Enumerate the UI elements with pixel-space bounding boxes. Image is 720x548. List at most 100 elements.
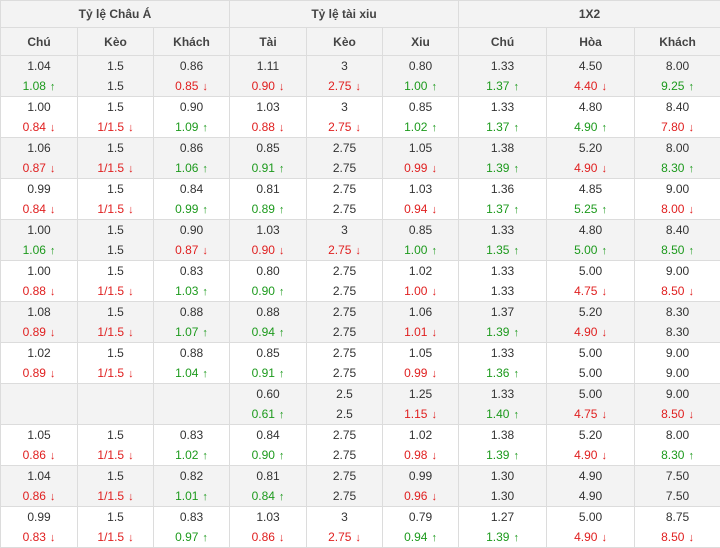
current-odds-value: 8.00 — [661, 202, 684, 216]
current-odds-value: 0.90 — [252, 243, 275, 257]
current-odds-value: 1/1.5 — [97, 366, 124, 380]
arrow-up-icon: ↑ — [50, 81, 56, 93]
opening-odds: 1.03 — [230, 507, 306, 527]
arrow-down-icon: ↓ — [688, 409, 694, 421]
current-odds: 0.99↓ — [383, 158, 458, 178]
opening-odds: 5.00 — [547, 384, 634, 404]
arrow-up-icon: ↑ — [202, 122, 208, 134]
current-odds: 0.84↑ — [230, 486, 306, 506]
arrow-up-icon: ↑ — [279, 286, 285, 298]
opening-odds: 2.75 — [307, 179, 382, 199]
current-odds: 1.37↑ — [459, 199, 546, 219]
opening-odds: 8.30 — [635, 302, 720, 322]
opening-odds: 1.06 — [383, 302, 458, 322]
current-odds: 0.85↓ — [154, 76, 229, 96]
arrow-up-icon: ↑ — [202, 532, 208, 544]
current-odds: 0.86↓ — [1, 445, 77, 465]
current-odds: 1/1.5↓ — [78, 158, 153, 178]
current-odds: 0.99↑ — [154, 199, 229, 219]
arrow-up-icon: ↑ — [202, 491, 208, 503]
current-odds-value: 4.90 — [574, 530, 597, 544]
arrow-up-icon: ↑ — [513, 204, 519, 216]
opening-odds: 1.02 — [1, 343, 77, 363]
current-odds-value: 1.03 — [175, 284, 198, 298]
arrow-down-icon: ↓ — [601, 409, 607, 421]
arrow-up-icon: ↑ — [688, 81, 694, 93]
column-header-under: Xiu — [383, 28, 459, 56]
current-odds: 0.88↓ — [1, 281, 77, 301]
opening-odds: 1.03 — [230, 220, 306, 240]
arrow-down-icon: ↓ — [688, 532, 694, 544]
current-odds-value: 1.00 — [404, 79, 427, 93]
arrow-down-icon: ↓ — [50, 327, 56, 339]
current-odds-value: 4.90 — [579, 489, 602, 503]
current-odds-value: 4.75 — [574, 284, 597, 298]
current-odds: 2.5 — [307, 404, 382, 424]
column-header-home: Chú — [1, 28, 78, 56]
current-odds-value: 0.99 — [404, 366, 427, 380]
current-odds-value: 2.75 — [333, 366, 356, 380]
current-odds: 1/1.5↓ — [78, 117, 153, 137]
opening-odds: 2.75 — [307, 425, 382, 445]
odds-cell — [78, 384, 154, 425]
current-odds-value: 1.39 — [486, 448, 509, 462]
arrow-down-icon: ↓ — [355, 245, 361, 257]
current-odds: 2.75↓ — [307, 76, 382, 96]
current-odds: 8.30↑ — [635, 158, 720, 178]
current-odds-value: 5.00 — [574, 243, 597, 257]
opening-odds: 1.02 — [383, 261, 458, 281]
current-odds: 0.61↑ — [230, 404, 306, 424]
current-odds: 1/1.5↓ — [78, 199, 153, 219]
current-odds-value: 1.40 — [486, 407, 509, 421]
current-odds: 9.00 — [635, 363, 720, 383]
current-odds: 9.25↑ — [635, 76, 720, 96]
arrow-down-icon: ↓ — [688, 286, 694, 298]
opening-odds: 2.75 — [307, 138, 382, 158]
arrow-up-icon: ↑ — [513, 163, 519, 175]
opening-odds: 1.5 — [78, 261, 153, 281]
current-odds-value: 4.90 — [574, 120, 597, 134]
column-header-row: Chú Kèo Khách Tài Kèo Xiu Chú Hòa Khách — [1, 28, 720, 56]
current-odds-value: 8.50 — [661, 530, 684, 544]
opening-odds: 3 — [307, 56, 382, 76]
current-odds-value: 0.98 — [404, 448, 427, 462]
current-odds — [154, 404, 229, 424]
current-odds-value: 1.39 — [486, 325, 509, 339]
arrow-down-icon: ↓ — [355, 81, 361, 93]
current-odds-value: 2.75 — [333, 284, 356, 298]
opening-odds: 1.33 — [459, 261, 546, 281]
current-odds: 1.09↑ — [154, 117, 229, 137]
arrow-up-icon: ↑ — [601, 122, 607, 134]
arrow-down-icon: ↓ — [431, 409, 437, 421]
